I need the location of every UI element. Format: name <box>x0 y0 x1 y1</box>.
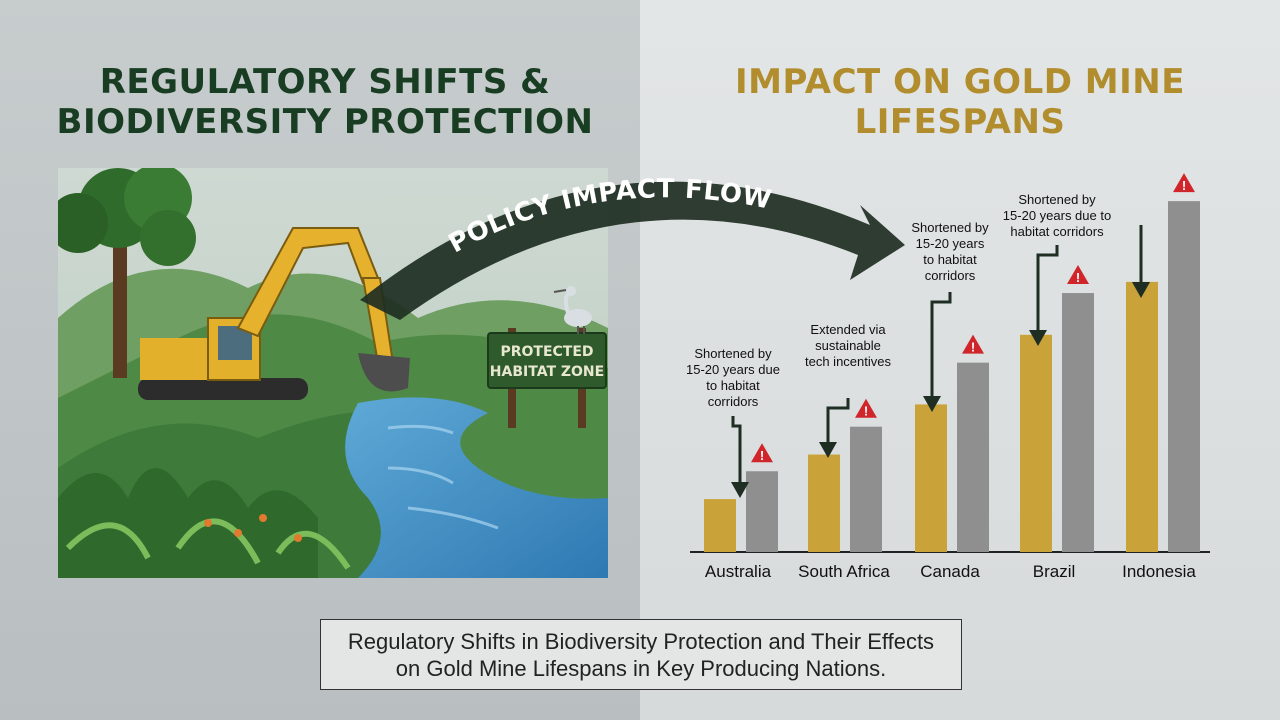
annotation-3-line-2: habitat corridors <box>1010 224 1104 239</box>
down-arrow-icon <box>819 442 837 458</box>
warning-icon <box>962 334 984 354</box>
annotation-3-line-0: Shortened by <box>1018 192 1096 207</box>
annotation-leader-1 <box>826 398 850 452</box>
annotation-0-line-2: to habitat <box>706 378 760 393</box>
bar-gold-1 <box>808 454 840 552</box>
warning-icon <box>1173 173 1195 193</box>
sign-line2: HABITAT ZONE <box>490 364 604 380</box>
category-label-0: Australia <box>705 562 772 581</box>
bar-gold-3 <box>1020 334 1052 552</box>
warning-icon <box>1067 265 1089 285</box>
category-label-1: South Africa <box>798 562 890 581</box>
bar-gray-2 <box>957 362 989 552</box>
down-arrow-icon <box>923 396 941 412</box>
annotation-1-line-0: Extended via <box>810 322 886 337</box>
category-label-2: Canada <box>920 562 980 581</box>
warning-icon <box>751 443 773 463</box>
bar-gold-4 <box>1126 281 1158 552</box>
warning-icon-glyph: ! <box>760 448 764 463</box>
right-heading-line2: LIFESPANS <box>854 102 1066 142</box>
bar-gold-2 <box>915 404 947 552</box>
annotation-2-line-3: corridors <box>925 268 976 283</box>
annotation-2-line-0: Shortened by <box>911 220 989 235</box>
caption-box: Regulatory Shifts in Biodiversity Protec… <box>320 619 962 690</box>
down-arrow-icon <box>1029 330 1047 346</box>
annotation-leader-3 <box>1036 245 1059 340</box>
annotation-0-line-3: corridors <box>708 394 759 409</box>
left-heading-line2: BIODIVERSITY PROTECTION <box>56 102 594 142</box>
tree-icon <box>58 168 196 378</box>
heron-icon <box>553 286 592 334</box>
annotation-0-line-0: Shortened by <box>694 346 772 361</box>
annotation-2-line-1: 15-20 years <box>916 236 985 251</box>
annotation-leader-0 <box>731 416 742 492</box>
annotation-0-line-1: 15-20 years due <box>686 362 780 377</box>
bar-gray-1 <box>850 426 882 552</box>
category-label-3: Brazil <box>1033 562 1076 581</box>
bar-gold-0 <box>704 499 736 552</box>
excavator-icon <box>138 227 410 400</box>
left-heading: REGULATORY SHIFTS & BIODIVERSITY PROTECT… <box>20 62 630 142</box>
annotation-1-line-2: tech incentives <box>805 354 891 369</box>
annotation-3-line-1: 15-20 years due to <box>1003 208 1111 223</box>
annotation-1-line-1: sustainable <box>815 338 881 353</box>
down-arrow-icon <box>731 482 749 498</box>
right-heading: IMPACT ON GOLD MINE LIFESPANS <box>660 62 1260 142</box>
down-arrow-icon <box>1132 282 1150 298</box>
annotation-2-line-2: to habitat <box>923 252 977 267</box>
caption-line2: on Gold Mine Lifespans in Key Producing … <box>395 655 887 681</box>
bar-gray-3 <box>1062 293 1094 552</box>
category-label-4: Indonesia <box>1122 562 1196 581</box>
bar-gray-0 <box>746 471 778 552</box>
annotation-leader-2 <box>930 292 952 406</box>
warning-icon-glyph: ! <box>864 404 868 419</box>
caption-line1: Regulatory Shifts in Biodiversity Protec… <box>347 628 935 654</box>
right-heading-line1: IMPACT ON GOLD MINE <box>735 62 1185 102</box>
warning-icon-glyph: ! <box>1076 270 1080 285</box>
warning-icon <box>855 398 877 418</box>
bar-gray-4 <box>1168 201 1200 552</box>
warning-icon-glyph: ! <box>971 340 975 355</box>
sign-line1: PROTECTED <box>500 344 593 360</box>
left-heading-line1: REGULATORY SHIFTS & <box>99 62 551 102</box>
warning-icon-glyph: ! <box>1182 178 1186 193</box>
